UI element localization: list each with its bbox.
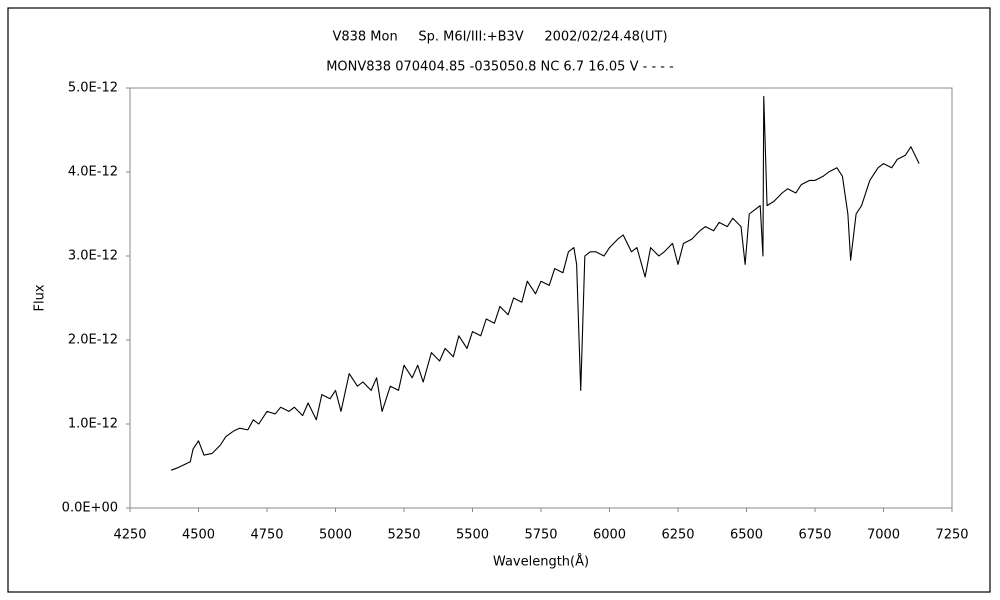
y-tick-label: 0.0E+00	[62, 501, 118, 516]
x-tick-label: 6750	[798, 528, 831, 543]
x-tick-label: 5250	[387, 528, 420, 543]
x-tick-label: 4750	[250, 528, 283, 543]
x-tick-label: 6000	[593, 528, 626, 543]
chart-frame	[7, 7, 991, 593]
x-tick-label: 7250	[935, 528, 968, 543]
chart-subtitle: MONV838 070404.85 -035050.8 NC 6.7 16.05…	[326, 60, 674, 75]
y-tick-label: 4.0E-12	[68, 165, 118, 180]
y-tick-label: 2.0E-12	[68, 333, 118, 348]
y-tick-label: 5.0E-12	[68, 81, 118, 96]
x-tick-label: 6250	[661, 528, 694, 543]
x-tick-label: 5750	[524, 528, 557, 543]
y-tick-label: 3.0E-12	[68, 249, 118, 264]
spectrum-line	[170, 95, 920, 471]
x-tick-label: 4500	[182, 528, 215, 543]
y-tick-label: 1.0E-12	[68, 417, 118, 432]
x-tick-label: 5500	[456, 528, 489, 543]
x-tick-label: 5000	[319, 528, 352, 543]
x-axis-label: Wavelength(Å)	[493, 554, 589, 570]
y-axis-label: Flux	[33, 284, 48, 311]
x-tick-label: 4250	[113, 528, 146, 543]
x-tick-label: 7000	[867, 528, 900, 543]
x-tick-label: 6500	[730, 528, 763, 543]
chart-title: V838 Mon Sp. M6I/III:+B3V 2002/02/24.48(…	[332, 30, 667, 45]
